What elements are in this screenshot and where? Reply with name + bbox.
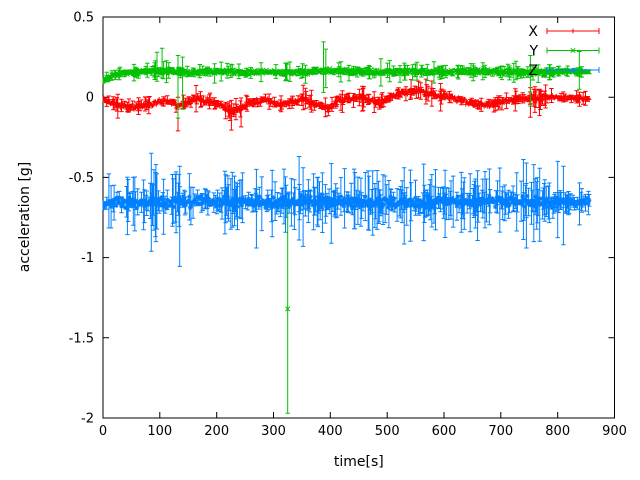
x-axis-title: time[s] bbox=[334, 454, 384, 470]
series-Z-errorbars bbox=[104, 152, 592, 267]
plot-border bbox=[102, 16, 615, 419]
legend-label-Z: Z bbox=[528, 63, 538, 79]
y-tick-label: -1.5 bbox=[69, 331, 94, 346]
series-Y-markers bbox=[102, 66, 592, 312]
y-tick-label: -2 bbox=[81, 412, 94, 427]
x-tick-label: 900 bbox=[602, 424, 627, 439]
x-tick-label: 300 bbox=[261, 424, 286, 439]
x-tick-label: 800 bbox=[545, 424, 570, 439]
y-axis-title: acceleration [g] bbox=[17, 162, 33, 273]
series-X-markers bbox=[102, 86, 592, 116]
x-tick-label: 0 bbox=[99, 424, 107, 439]
x-tick-label: 400 bbox=[318, 424, 343, 439]
axis-ticks bbox=[102, 16, 615, 419]
legend-label-X: X bbox=[528, 24, 538, 40]
legend-sample-X bbox=[546, 28, 600, 34]
y-tick-label: -1 bbox=[81, 251, 94, 266]
x-tick-label: 100 bbox=[147, 424, 172, 439]
series-Z-markers bbox=[102, 193, 592, 211]
x-tick-label: 200 bbox=[204, 424, 229, 439]
legend-label-Y: Y bbox=[528, 44, 538, 60]
legend-sample-Y bbox=[546, 47, 600, 54]
x-tick-label: 600 bbox=[432, 424, 457, 439]
y-tick-label: -0.5 bbox=[69, 171, 94, 186]
legend-sample-Z bbox=[546, 67, 600, 73]
x-tick-label: 500 bbox=[375, 424, 400, 439]
x-tick-label: 700 bbox=[488, 424, 513, 439]
y-tick-label: 0.5 bbox=[73, 11, 94, 26]
y-tick-label: 0 bbox=[86, 91, 94, 106]
